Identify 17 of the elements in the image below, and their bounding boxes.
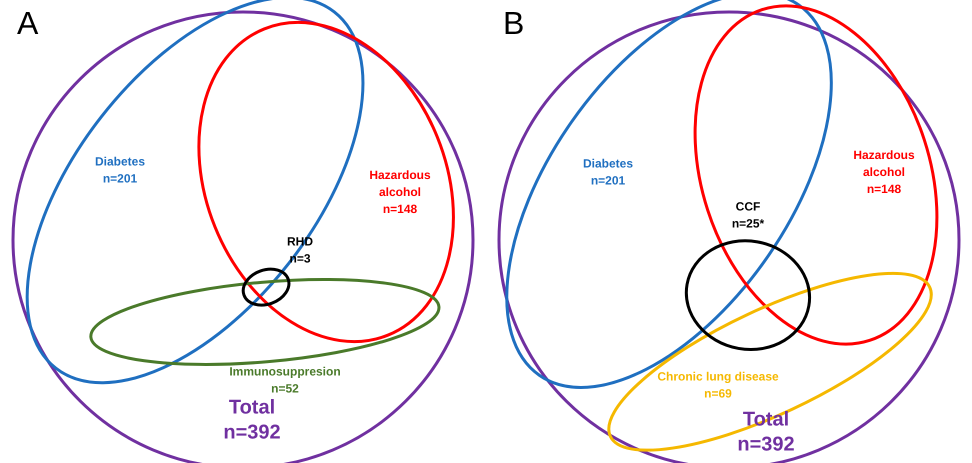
category-label: Total [228,396,276,418]
category-label: Chronic lung disease [657,370,780,384]
data-label: n=52 [271,382,300,396]
category-label: Diabetes [94,154,146,168]
category-label: Diabetes [582,156,634,170]
data-label: n=201 [590,174,626,188]
data-label: n=69 [704,386,732,400]
text: B [503,5,524,41]
data-label: n=148 [382,202,418,216]
data-label: n=392 [223,422,281,444]
category-label: Immunosuppresion [229,364,341,378]
data-label: n=25* [732,216,765,230]
data-label: n=148 [866,182,902,196]
text: A [17,5,39,41]
category-label: CCF [736,200,760,214]
data-label: n=392 [737,434,795,456]
data-label: n=201 [102,172,138,186]
